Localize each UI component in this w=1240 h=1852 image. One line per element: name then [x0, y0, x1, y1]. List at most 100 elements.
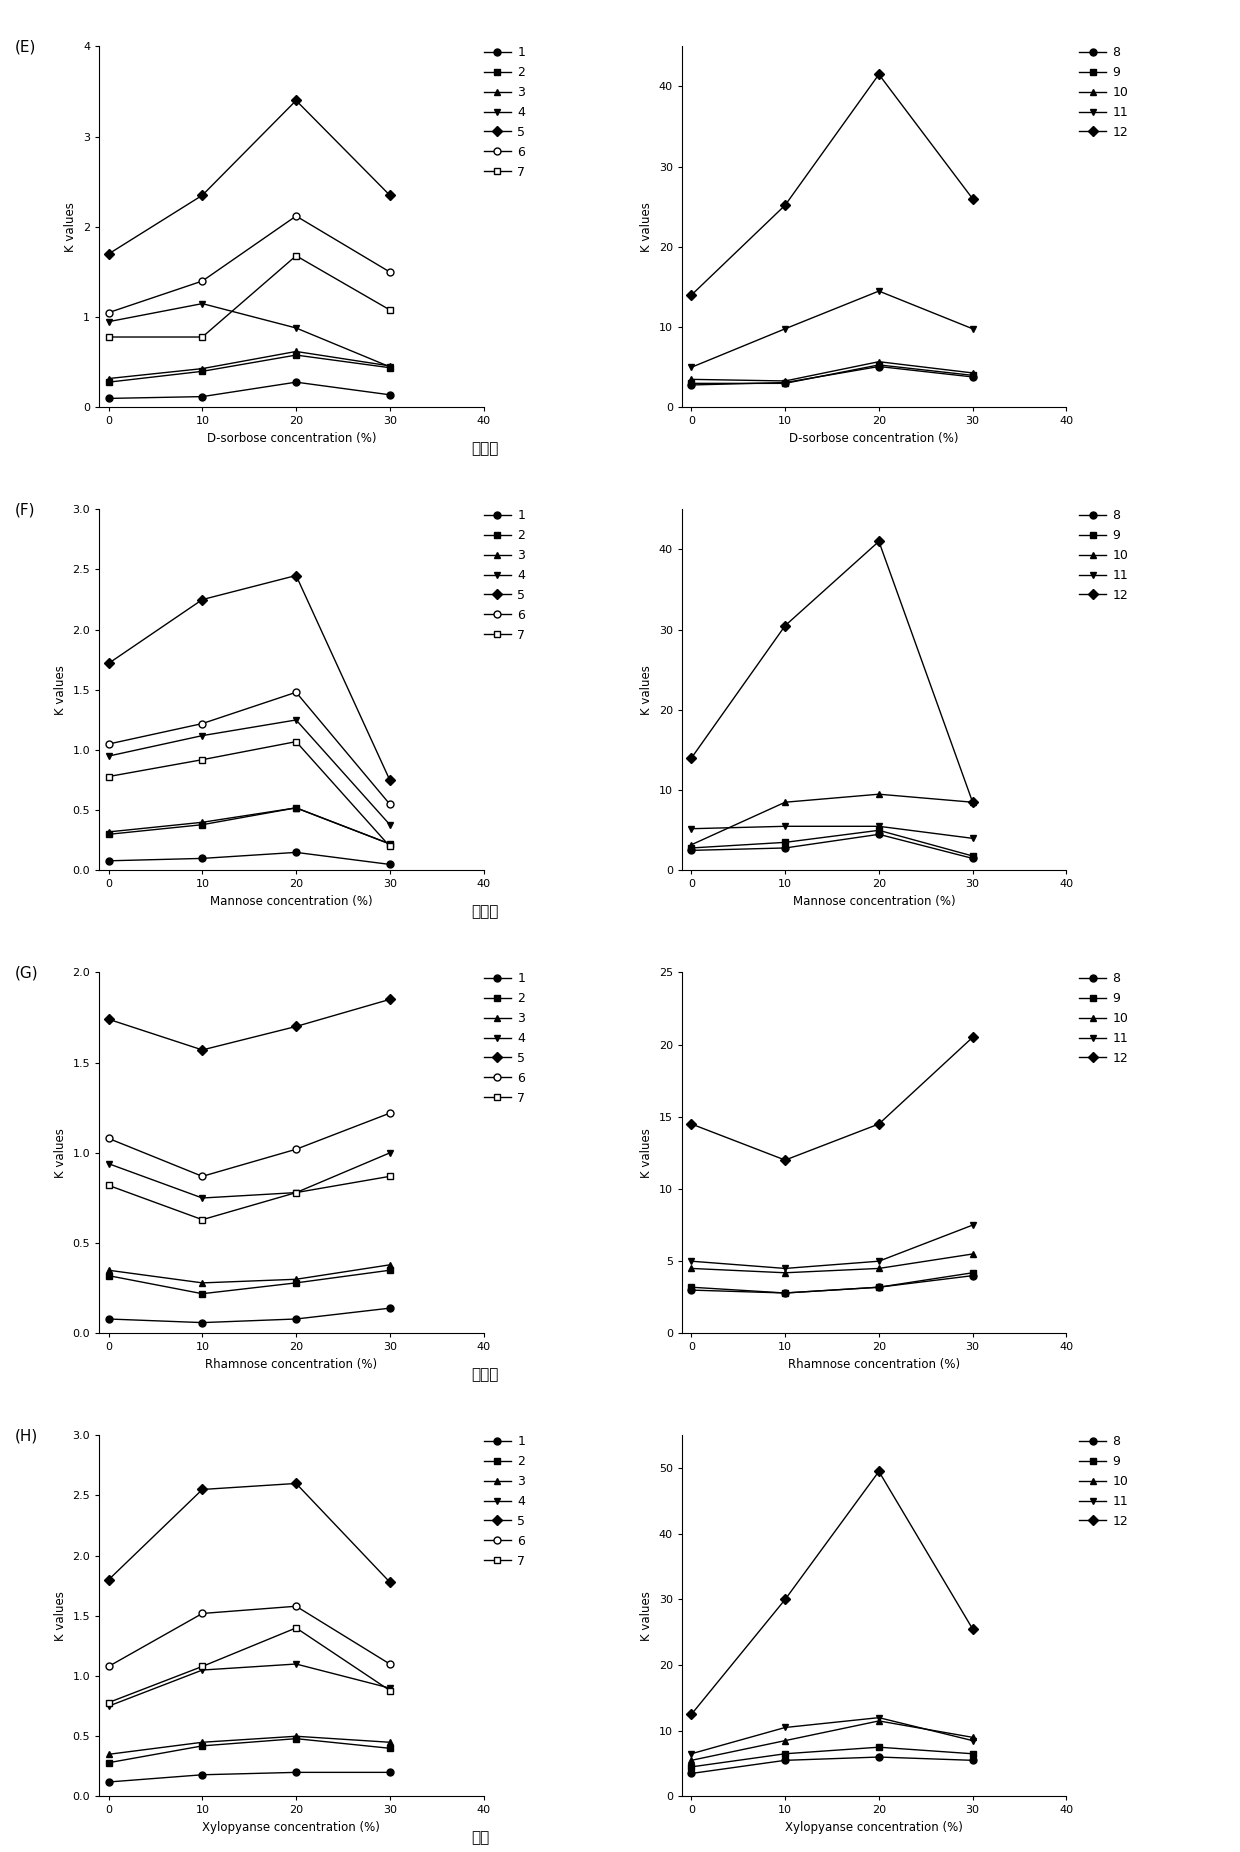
5 — [382, 769, 397, 791]
Line: 3: 3 — [105, 348, 393, 382]
12 — [872, 1459, 887, 1482]
9 — [684, 1276, 699, 1298]
3 — [289, 341, 304, 363]
Legend: 1, 2, 3, 4, 5, 6, 7: 1, 2, 3, 4, 5, 6, 7 — [484, 509, 526, 641]
5 — [289, 1015, 304, 1037]
11 — [872, 815, 887, 837]
11 — [777, 815, 792, 837]
4 — [195, 293, 210, 315]
6 — [102, 1128, 117, 1150]
8 — [777, 1282, 792, 1304]
12 — [777, 1589, 792, 1611]
Text: (E): (E) — [15, 39, 36, 54]
8 — [872, 822, 887, 845]
2 — [195, 813, 210, 835]
1 — [382, 854, 397, 876]
Y-axis label: K values: K values — [64, 202, 77, 252]
3 — [102, 367, 117, 389]
7 — [289, 1182, 304, 1204]
8 — [777, 1748, 792, 1771]
Y-axis label: K values: K values — [640, 1128, 653, 1178]
7 — [102, 1174, 117, 1196]
Line: 3: 3 — [105, 804, 393, 848]
5 — [102, 1007, 117, 1030]
11 — [684, 1743, 699, 1765]
X-axis label: Xylopyanse concentration (%): Xylopyanse concentration (%) — [202, 1821, 381, 1833]
2 — [195, 1735, 210, 1758]
9 — [777, 832, 792, 854]
6 — [195, 1602, 210, 1624]
1 — [195, 1763, 210, 1785]
12 — [965, 187, 980, 209]
1 — [102, 850, 117, 872]
4 — [102, 1152, 117, 1174]
12 — [684, 283, 699, 306]
11 — [965, 1730, 980, 1752]
1 — [102, 1771, 117, 1793]
Line: 1: 1 — [105, 848, 393, 869]
9 — [872, 1735, 887, 1758]
Line: 2: 2 — [105, 352, 393, 385]
Legend: 8, 9, 10, 11, 12: 8, 9, 10, 11, 12 — [1079, 1435, 1128, 1528]
Line: 11: 11 — [688, 822, 976, 843]
10 — [777, 1730, 792, 1752]
Text: 甘露糖: 甘露糖 — [471, 904, 498, 919]
12 — [872, 1113, 887, 1135]
Legend: 1, 2, 3, 4, 5, 6, 7: 1, 2, 3, 4, 5, 6, 7 — [484, 46, 526, 178]
7 — [102, 326, 117, 348]
1 — [289, 1761, 304, 1783]
2 — [195, 359, 210, 383]
Line: 2: 2 — [105, 804, 393, 848]
2 — [102, 1752, 117, 1774]
9 — [872, 354, 887, 376]
Line: 9: 9 — [688, 1745, 976, 1771]
12 — [684, 1704, 699, 1726]
Line: 7: 7 — [105, 1624, 393, 1706]
6 — [102, 302, 117, 324]
9 — [684, 372, 699, 394]
Line: 9: 9 — [688, 826, 976, 859]
Y-axis label: K values: K values — [640, 202, 653, 252]
9 — [872, 1276, 887, 1298]
12 — [777, 615, 792, 637]
9 — [965, 1743, 980, 1765]
Line: 11: 11 — [688, 1715, 976, 1758]
4 — [102, 1695, 117, 1717]
9 — [777, 372, 792, 394]
10 — [965, 791, 980, 813]
Legend: 8, 9, 10, 11, 12: 8, 9, 10, 11, 12 — [1079, 46, 1128, 139]
7 — [289, 1617, 304, 1639]
9 — [684, 837, 699, 859]
Line: 1: 1 — [105, 378, 393, 402]
1 — [195, 846, 210, 869]
2 — [289, 1272, 304, 1295]
6 — [382, 793, 397, 815]
7 — [195, 748, 210, 770]
1 — [289, 370, 304, 393]
X-axis label: Rhamnose concentration (%): Rhamnose concentration (%) — [206, 1358, 377, 1370]
5 — [195, 589, 210, 611]
3 — [102, 1259, 117, 1282]
9 — [684, 1756, 699, 1778]
2 — [382, 1259, 397, 1282]
11 — [965, 1215, 980, 1237]
5 — [382, 1570, 397, 1593]
11 — [684, 817, 699, 839]
11 — [965, 828, 980, 850]
X-axis label: Xylopyanse concentration (%): Xylopyanse concentration (%) — [785, 1821, 963, 1833]
Y-axis label: K values: K values — [640, 665, 653, 715]
9 — [777, 1282, 792, 1304]
3 — [289, 1726, 304, 1748]
Y-axis label: K values: K values — [53, 665, 67, 715]
9 — [777, 1743, 792, 1765]
4 — [289, 1182, 304, 1204]
5 — [102, 243, 117, 265]
X-axis label: D-sorbose concentration (%): D-sorbose concentration (%) — [207, 432, 376, 444]
8 — [872, 1276, 887, 1298]
Text: (H): (H) — [15, 1428, 38, 1443]
10 — [684, 1748, 699, 1771]
8 — [684, 839, 699, 861]
4 — [382, 813, 397, 835]
9 — [872, 819, 887, 841]
6 — [289, 1595, 304, 1617]
